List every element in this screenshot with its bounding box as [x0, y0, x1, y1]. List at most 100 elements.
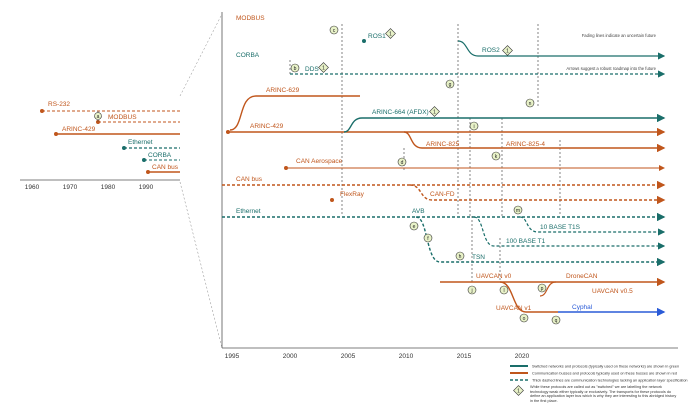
modbus-left-label: MODBUS — [108, 114, 137, 121]
arinc429-dot — [226, 130, 230, 134]
arinc825-line — [403, 131, 666, 153]
marker-q: q — [551, 315, 561, 325]
svg-text:f: f — [427, 236, 429, 242]
arinc429-left-dot — [54, 132, 58, 136]
arinc825-4-label: ARINC-825-4 — [506, 141, 545, 148]
zoom-line-top — [179, 13, 223, 97]
t1-label: 100 BASE T1 — [506, 238, 546, 245]
svg-text:m: m — [516, 208, 520, 214]
arinc664-line — [343, 113, 666, 133]
modbus-label: MODBUS — [236, 15, 265, 22]
svg-text:c: c — [333, 28, 336, 34]
can-aerospace-label: CAN Aerospace — [296, 158, 343, 165]
svg-text:l: l — [503, 288, 504, 294]
left-panel: RS-232 MODBUS a ARINC-429 Ethernet CORBA… — [20, 13, 223, 349]
legend-orange-text: Communication busses and protocols typic… — [532, 372, 677, 376]
marker-p: p — [537, 283, 547, 293]
canfd-label: CAN-FD — [430, 191, 455, 198]
svg-text:d: d — [401, 160, 404, 166]
avb-label: AVB — [412, 208, 425, 215]
svg-text:i: i — [473, 124, 474, 130]
flexray-dot — [330, 198, 334, 202]
corba-left-dot — [142, 158, 146, 162]
svg-text:k: k — [495, 154, 498, 160]
svg-text:e: e — [413, 224, 416, 230]
arinc429-left-label: ARINC-429 — [62, 126, 96, 133]
svg-text:o: o — [523, 316, 526, 322]
marker-d: d — [397, 157, 407, 167]
uavcan-v0-label: UAVCAN v0 — [476, 273, 512, 280]
marker-a — [94, 112, 102, 120]
marker-f: f — [423, 233, 433, 243]
left-year-1990: 1990 — [139, 184, 154, 191]
ethernet-label: Ethernet — [236, 208, 261, 215]
year-2005: 2005 — [341, 353, 356, 360]
arinc664-label: ARINC-664 (AFDX) — [372, 109, 429, 116]
ethernet-left-dot — [122, 146, 126, 150]
legend: Switched networks and protocols (typical… — [510, 365, 688, 403]
marker-e: e — [409, 221, 419, 231]
canbus-left-dot — [146, 170, 150, 174]
dronecan-label: DroneCAN — [566, 273, 598, 280]
left-year-1980: 1980 — [101, 184, 116, 191]
svg-text:p: p — [541, 286, 544, 292]
year-2015: 2015 — [457, 353, 472, 360]
svg-text:1: 1 — [506, 49, 509, 55]
marker-k: k — [491, 151, 501, 161]
marker-m: m — [513, 205, 523, 215]
svg-text:g: g — [449, 82, 452, 88]
svg-text:q: q — [555, 318, 558, 324]
marker-j: j — [467, 285, 477, 295]
diamond-afdx: 1 — [429, 106, 440, 117]
t1s-label: 10 BASE T1S — [540, 224, 581, 231]
legend-teal-text: Switched networks and protocols (typical… — [532, 365, 679, 369]
svg-text:1: 1 — [322, 66, 325, 72]
marker-c: c — [329, 25, 339, 35]
marker-l: l — [499, 285, 509, 295]
t1-line — [473, 216, 666, 250]
marker-n: n — [525, 98, 535, 108]
main-panel: 1995 2000 2005 2010 2015 2020 MODBUS ROS… — [221, 12, 678, 360]
zoom-line-bottom — [179, 181, 223, 349]
corba-left-label: CORBA — [148, 152, 172, 159]
arrows-note: Arrows suggest a robust roadmap into the… — [566, 66, 656, 71]
tsn-line — [415, 216, 666, 267]
cyphal-label: Cyphal — [572, 304, 593, 311]
legend-diamond-note: While these protocols are called out as … — [530, 385, 677, 403]
svg-text:n: n — [529, 101, 532, 107]
diamond-ros1: 1 — [385, 28, 396, 39]
t1s-line — [519, 216, 666, 236]
uavcan-v1-label: UAVCAN v1 — [496, 305, 532, 312]
diamond-dds: 1 — [318, 62, 329, 73]
svg-text:1: 1 — [389, 32, 392, 38]
ros2-line — [457, 40, 666, 60]
ros2-label: ROS2 — [482, 47, 500, 54]
diamond-markers: 1 1 1 1 — [318, 28, 513, 117]
marker-i: i — [469, 121, 479, 131]
svg-text:1: 1 — [433, 110, 436, 116]
svg-text:j: j — [470, 288, 472, 294]
canbus-left-label: CAN bus — [152, 164, 179, 171]
corba-label: CORBA — [236, 52, 260, 59]
fading-note: Fading lines indicate an uncertain futur… — [582, 33, 657, 38]
legend-diamond-note-box: While these protocols are called out as … — [530, 385, 677, 403]
rs232-label: RS-232 — [48, 101, 70, 108]
arinc629-line — [229, 95, 360, 131]
ethernet-left-label: Ethernet — [128, 139, 153, 146]
marker-g: g — [445, 79, 455, 89]
arinc429-label: ARINC-429 — [250, 123, 284, 130]
left-year-1960: 1960 — [25, 184, 40, 191]
marker-h: h — [455, 251, 465, 261]
marker-a-label: a — [97, 114, 100, 120]
modbus-left-dot — [96, 120, 100, 124]
ros1-label: ROS1 — [368, 33, 386, 40]
arinc629-label: ARINC-629 — [266, 87, 300, 94]
year-2010: 2010 — [399, 353, 414, 360]
arinc825-label: ARINC-825 — [426, 141, 460, 148]
svg-text:b: b — [294, 66, 297, 72]
legend-diamond-number: 1 — [517, 389, 520, 395]
uavcan-v05-label: UAVCAN v0.5 — [592, 288, 633, 295]
canfd-line — [409, 184, 666, 205]
